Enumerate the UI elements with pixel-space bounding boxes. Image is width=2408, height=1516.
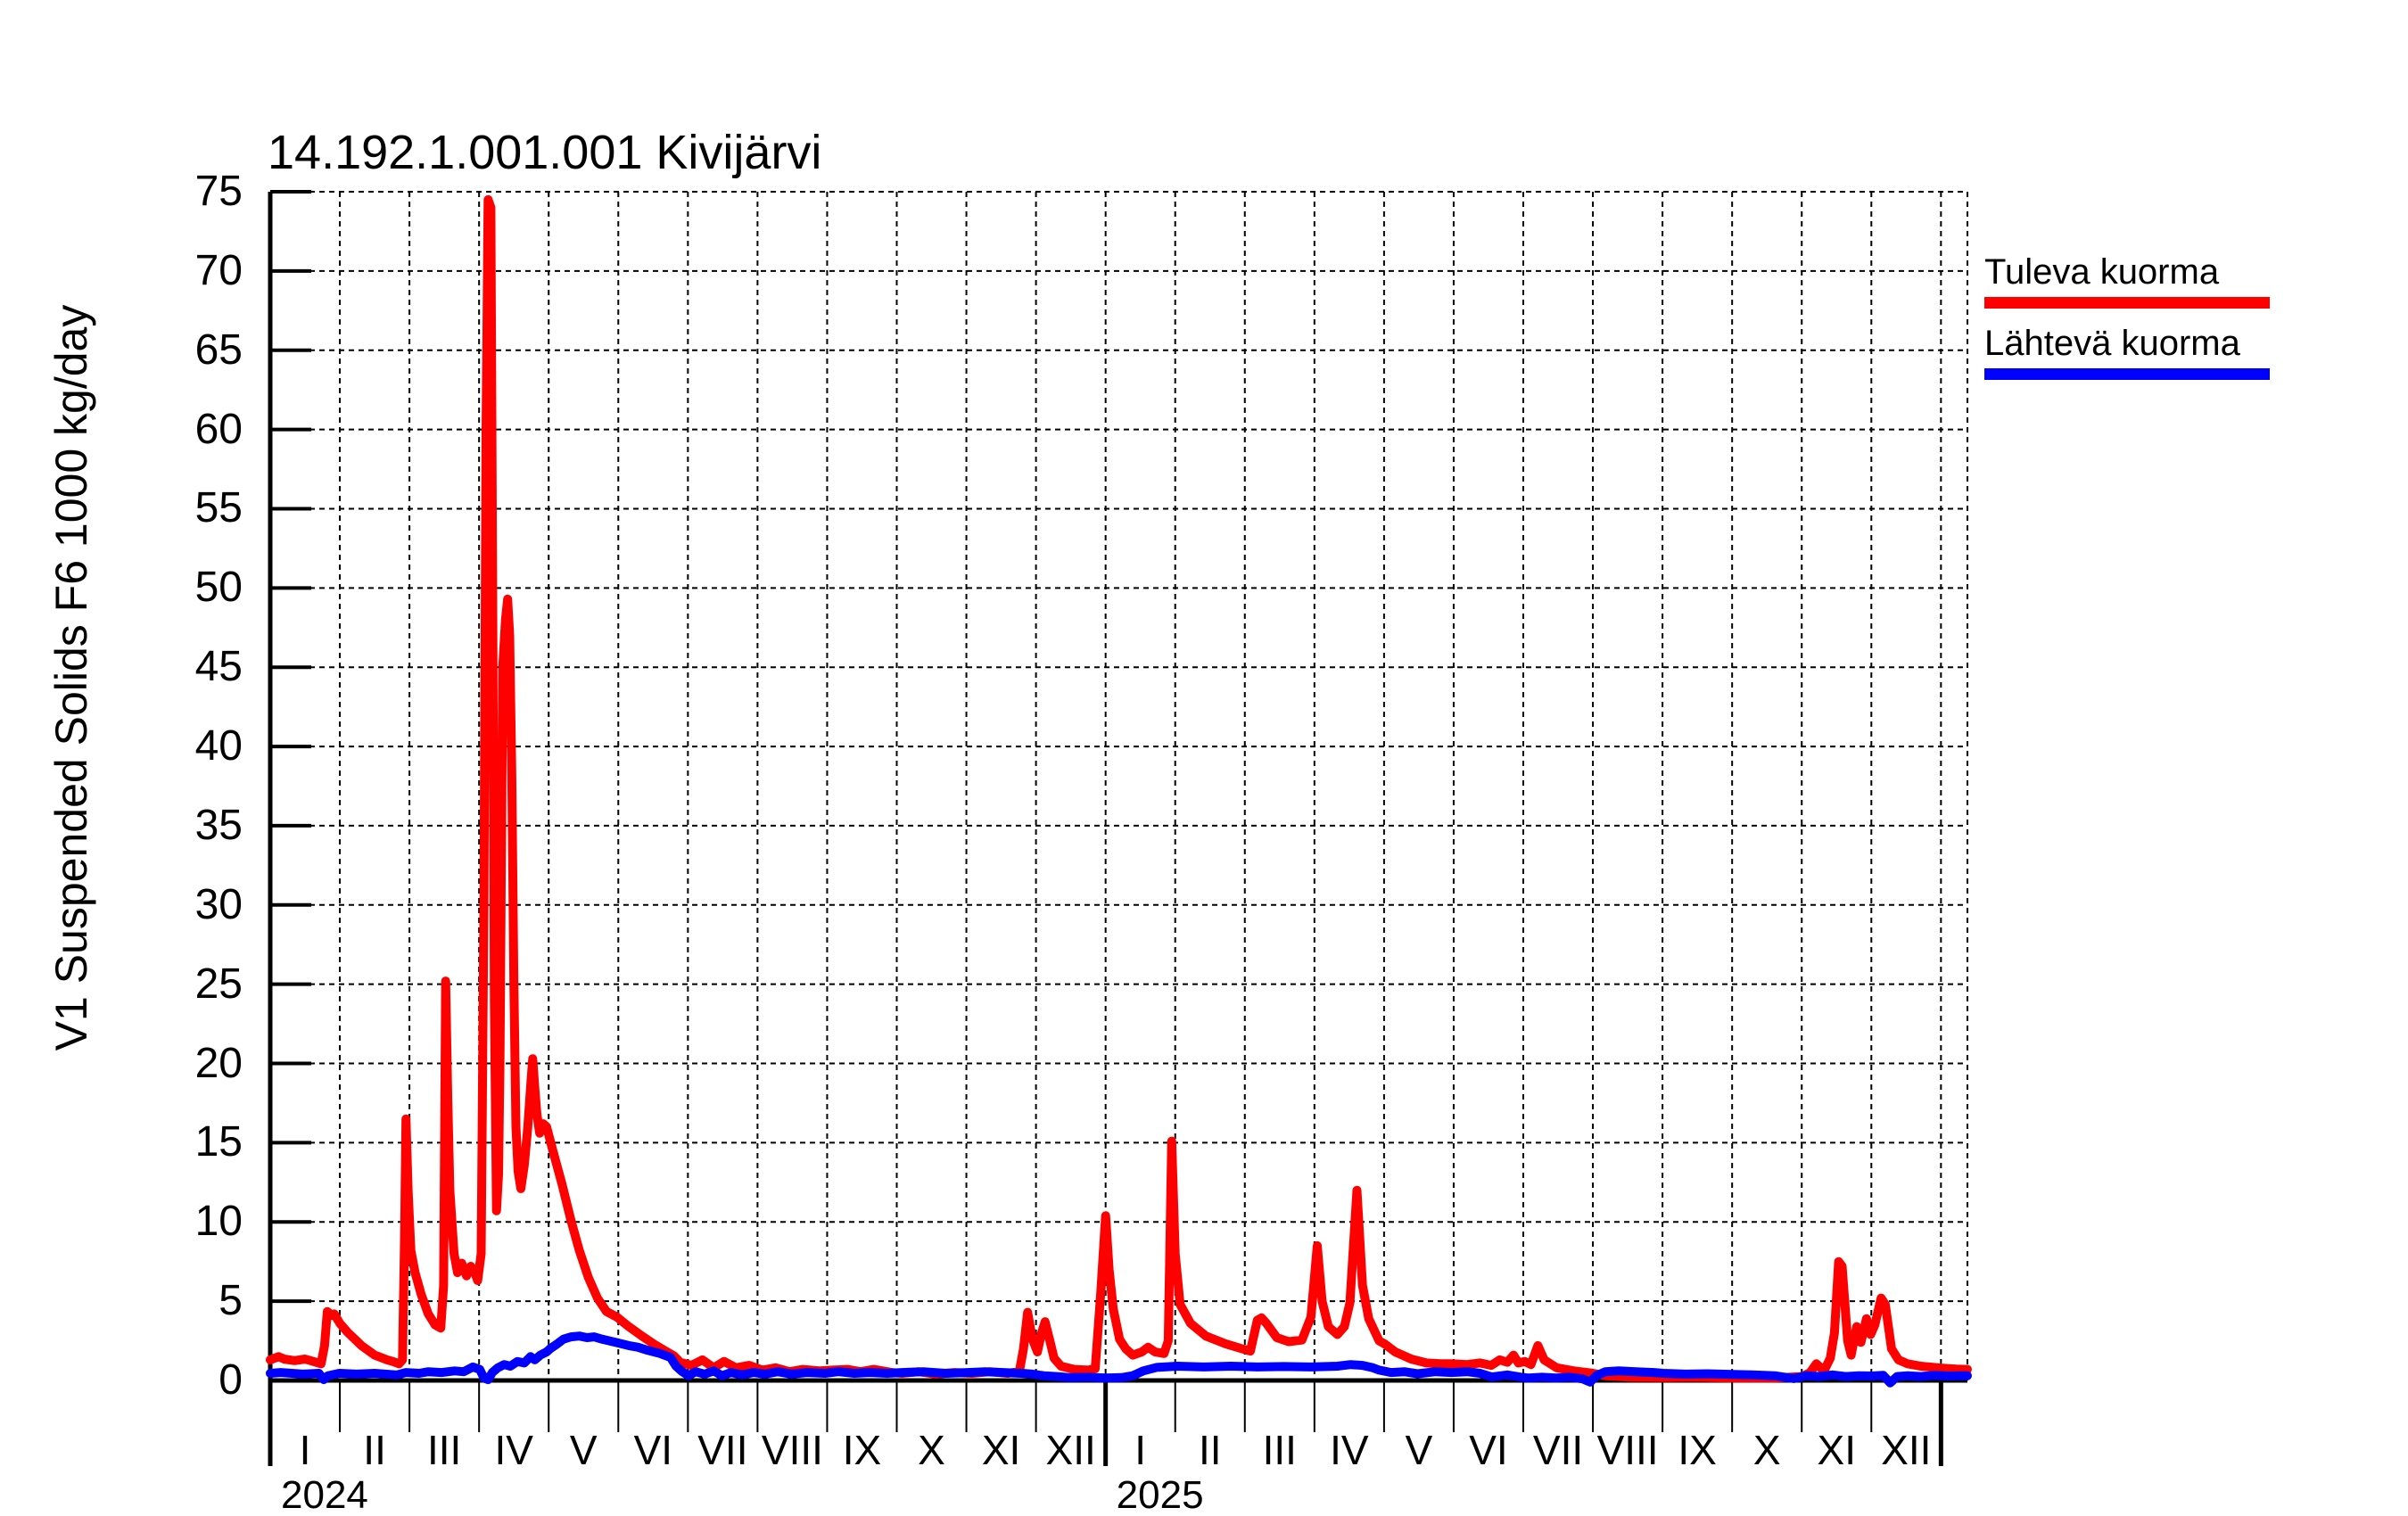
y-tick-label: 10 — [194, 1198, 243, 1246]
year-label: 2025 — [1116, 1473, 1204, 1516]
x-month-label: IX — [1678, 1427, 1717, 1473]
x-month-label: XI — [1817, 1427, 1856, 1473]
year-label: 2024 — [281, 1473, 368, 1516]
x-month-label: VI — [633, 1427, 673, 1473]
x-month-label: IX — [842, 1427, 882, 1473]
y-tick-label: 45 — [194, 643, 243, 691]
legend-swatch-tuleva-kuorma — [1984, 297, 2270, 309]
y-tick-label: 75 — [194, 168, 243, 215]
x-month-label: I — [299, 1427, 311, 1473]
legend-label-lahteva-kuorma: Lähtevä kuorma — [1984, 324, 2240, 363]
x-month-label: II — [1198, 1427, 1222, 1473]
y-tick-label: 50 — [194, 564, 243, 612]
legend-label-tuleva-kuorma: Tuleva kuorma — [1984, 252, 2220, 292]
x-month-label: V — [569, 1427, 598, 1473]
y-tick-label: 65 — [194, 325, 243, 374]
x-month-label: III — [1262, 1427, 1297, 1473]
y-tick-label: 5 — [219, 1277, 243, 1325]
y-tick-label: 0 — [219, 1356, 243, 1404]
y-tick-label: 35 — [194, 801, 243, 849]
y-tick-label: 30 — [194, 880, 243, 928]
y-tick-label: 20 — [194, 1039, 243, 1087]
x-month-label: VII — [1532, 1427, 1584, 1473]
chart-title: 14.192.1.001.001 Kivijärvi — [268, 126, 822, 179]
x-month-label: XII — [1045, 1427, 1096, 1473]
y-tick-label: 25 — [194, 960, 243, 1008]
x-month-label: VIII — [761, 1427, 823, 1473]
y-tick-label: 60 — [194, 405, 243, 453]
x-month-label: XII — [1881, 1427, 1932, 1473]
x-month-label: VIII — [1596, 1427, 1659, 1473]
x-month-label: XI — [981, 1427, 1021, 1473]
y-tick-label: 40 — [194, 722, 243, 770]
x-month-label: X — [1752, 1427, 1781, 1473]
x-month-label: V — [1405, 1427, 1433, 1473]
x-month-label: II — [363, 1427, 386, 1473]
series-line-lahteva-kuorma — [266, 1331, 1972, 1388]
x-month-label: I — [1134, 1427, 1147, 1473]
legend-swatch-lahteva-kuorma — [1984, 368, 2270, 380]
x-month-label: IV — [1330, 1427, 1369, 1473]
x-month-label: III — [426, 1427, 462, 1473]
x-month-label: IV — [494, 1427, 533, 1473]
x-month-label: X — [918, 1427, 945, 1473]
x-month-label: VII — [697, 1427, 748, 1473]
series-line-tuleva-kuorma — [266, 194, 1972, 1383]
y-tick-label: 15 — [194, 1118, 243, 1166]
x-month-label: VI — [1469, 1427, 1508, 1473]
y-tick-label: 70 — [194, 246, 243, 294]
y-tick-label: 55 — [194, 484, 243, 532]
